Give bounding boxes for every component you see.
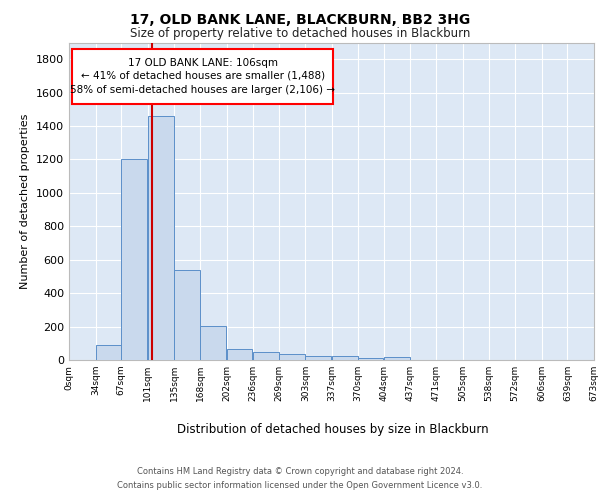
Bar	[227, 349, 253, 360]
Text: Contains public sector information licensed under the Open Government Licence v3: Contains public sector information licen…	[118, 481, 482, 490]
Text: Distribution of detached houses by size in Blackburn: Distribution of detached houses by size …	[177, 422, 489, 436]
Bar	[279, 354, 305, 360]
Bar	[121, 160, 147, 360]
Text: 17 OLD BANK LANE: 106sqm: 17 OLD BANK LANE: 106sqm	[128, 58, 278, 68]
Text: Contains HM Land Registry data © Crown copyright and database right 2024.: Contains HM Land Registry data © Crown c…	[137, 468, 463, 476]
Y-axis label: Number of detached properties: Number of detached properties	[20, 114, 31, 289]
Text: ← 41% of detached houses are smaller (1,488): ← 41% of detached houses are smaller (1,…	[81, 71, 325, 81]
Text: Size of property relative to detached houses in Blackburn: Size of property relative to detached ho…	[130, 28, 470, 40]
Text: 58% of semi-detached houses are larger (2,106) →: 58% of semi-detached houses are larger (…	[70, 85, 335, 95]
Bar	[175, 270, 200, 360]
Bar	[384, 358, 410, 360]
Bar	[305, 356, 331, 360]
Bar	[358, 358, 383, 360]
Text: 17, OLD BANK LANE, BLACKBURN, BB2 3HG: 17, OLD BANK LANE, BLACKBURN, BB2 3HG	[130, 12, 470, 26]
FancyBboxPatch shape	[72, 49, 334, 104]
Bar	[253, 352, 279, 360]
Bar	[95, 345, 121, 360]
Bar	[332, 356, 358, 360]
Bar	[200, 326, 226, 360]
Bar	[148, 116, 173, 360]
